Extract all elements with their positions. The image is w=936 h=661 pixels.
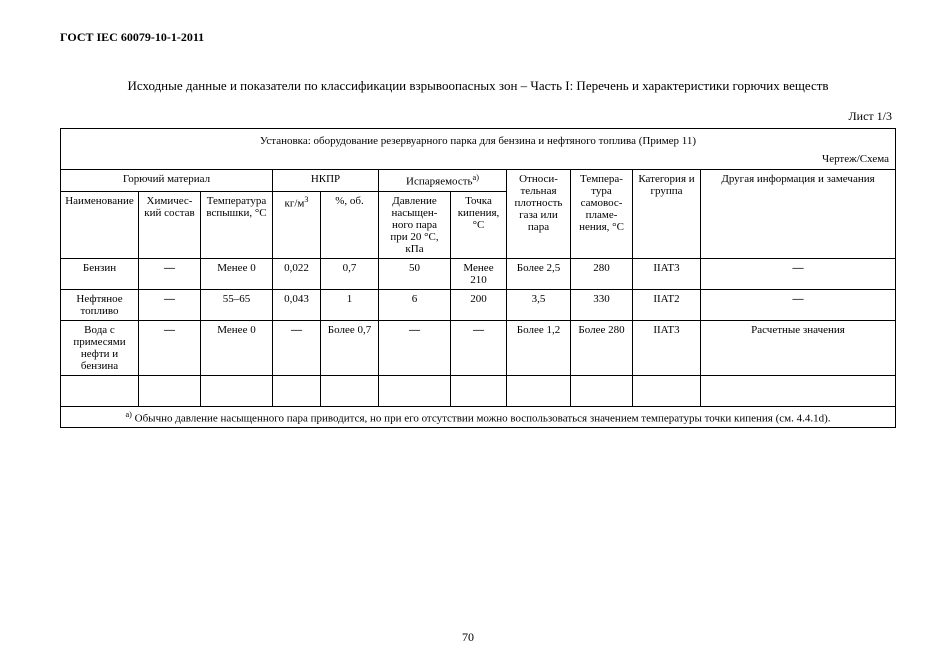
cell-kgm3: 0,022 (273, 258, 321, 289)
footnote-text: Обычно давление насыщенного пара приводи… (132, 412, 831, 424)
cell-other: — (701, 289, 896, 320)
hdr-other: Другая информация и замечания (701, 170, 896, 259)
cell-chem: — (139, 289, 201, 320)
cell-dens: Более 2,5 (507, 258, 571, 289)
page: ГОСТ IEC 60079-10-1-2011 Исходные данные… (0, 0, 936, 661)
scheme-label: Чертеж/Схема (822, 153, 889, 165)
hdr-kgm3: кг/м3 (273, 191, 321, 258)
hdr-kgm3-text: кг/м (285, 197, 305, 209)
table-row: Бензин — Менее 0 0,022 0,7 50 Менее 210 … (61, 258, 896, 289)
cell-ign: 280 (571, 258, 633, 289)
cell-vp: — (379, 320, 451, 375)
header-row-1: Горючий материал НКПР Испаряемостьа) Отн… (61, 170, 896, 192)
cell-kgm3: — (273, 320, 321, 375)
hdr-volpct: %, об. (321, 191, 379, 258)
page-number: 70 (0, 630, 936, 645)
cell-flash: Менее 0 (201, 258, 273, 289)
cell-dens: 3,5 (507, 289, 571, 320)
cell-name: Вода с примесями нефти и бензина (61, 320, 139, 375)
install-row: Установка: оборудование резервуарного па… (61, 129, 896, 151)
table-row: Нефтяное топливо — 55–65 0,043 1 6 200 3… (61, 289, 896, 320)
hdr-chem: Химичес-кий состав (139, 191, 201, 258)
hdr-flash: Температура вспышки, °С (201, 191, 273, 258)
cell-name: Нефтяное топливо (61, 289, 139, 320)
hdr-bp: Точка кипения, °С (451, 191, 507, 258)
cell-bp: — (451, 320, 507, 375)
cell-bp: 200 (451, 289, 507, 320)
hdr-kgm3-sup: 3 (304, 195, 308, 204)
table-row: Вода с примесями нефти и бензина — Менее… (61, 320, 896, 375)
footnote-row: а) Обычно давление насыщенного пара прив… (61, 406, 896, 428)
data-table: Установка: оборудование резервуарного па… (60, 128, 896, 428)
install-label: Установка: оборудование резервуарного па… (260, 135, 696, 147)
cell-vp: 6 (379, 289, 451, 320)
cell-other: — (701, 258, 896, 289)
table-row-empty (61, 375, 896, 406)
hdr-cat: Категория и группа (633, 170, 701, 259)
cell-kgm3: 0,043 (273, 289, 321, 320)
cell-other: Расчетные значения (701, 320, 896, 375)
document-id: ГОСТ IEC 60079-10-1-2011 (60, 30, 896, 45)
hdr-density: Относи-тельная плотность газа или пара (507, 170, 571, 259)
cell-volpct: Более 0,7 (321, 320, 379, 375)
cell-volpct: 1 (321, 289, 379, 320)
page-title: Исходные данные и показатели по классифи… (70, 73, 886, 99)
hdr-name: Наименование (61, 191, 139, 258)
cell-cat: IIAT3 (633, 320, 701, 375)
hdr-vp: Давление насыщен-ного пара при 20 °С, кП… (379, 191, 451, 258)
cell-ign: 330 (571, 289, 633, 320)
cell-cat: IIAT3 (633, 258, 701, 289)
cell-bp: Менее 210 (451, 258, 507, 289)
sheet-number: Лист 1/3 (60, 109, 896, 124)
cell-cat: IIAT2 (633, 289, 701, 320)
cell-chem: — (139, 320, 201, 375)
cell-volpct: 0,7 (321, 258, 379, 289)
hdr-material: Горючий материал (61, 170, 273, 192)
cell-chem: — (139, 258, 201, 289)
hdr-nkpr: НКПР (273, 170, 379, 192)
cell-dens: Более 1,2 (507, 320, 571, 375)
cell-ign: Более 280 (571, 320, 633, 375)
scheme-row: Чертеж/Схема (61, 150, 896, 170)
hdr-volatility: Испаряемостьа) (379, 170, 507, 192)
hdr-volatility-text: Испаряемость (406, 176, 472, 188)
hdr-ign: Темпера-тура самовос-пламе-нения, °С (571, 170, 633, 259)
cell-vp: 50 (379, 258, 451, 289)
cell-flash: 55–65 (201, 289, 273, 320)
cell-flash: Менее 0 (201, 320, 273, 375)
cell-name: Бензин (61, 258, 139, 289)
hdr-volatility-sup: а) (473, 173, 479, 182)
